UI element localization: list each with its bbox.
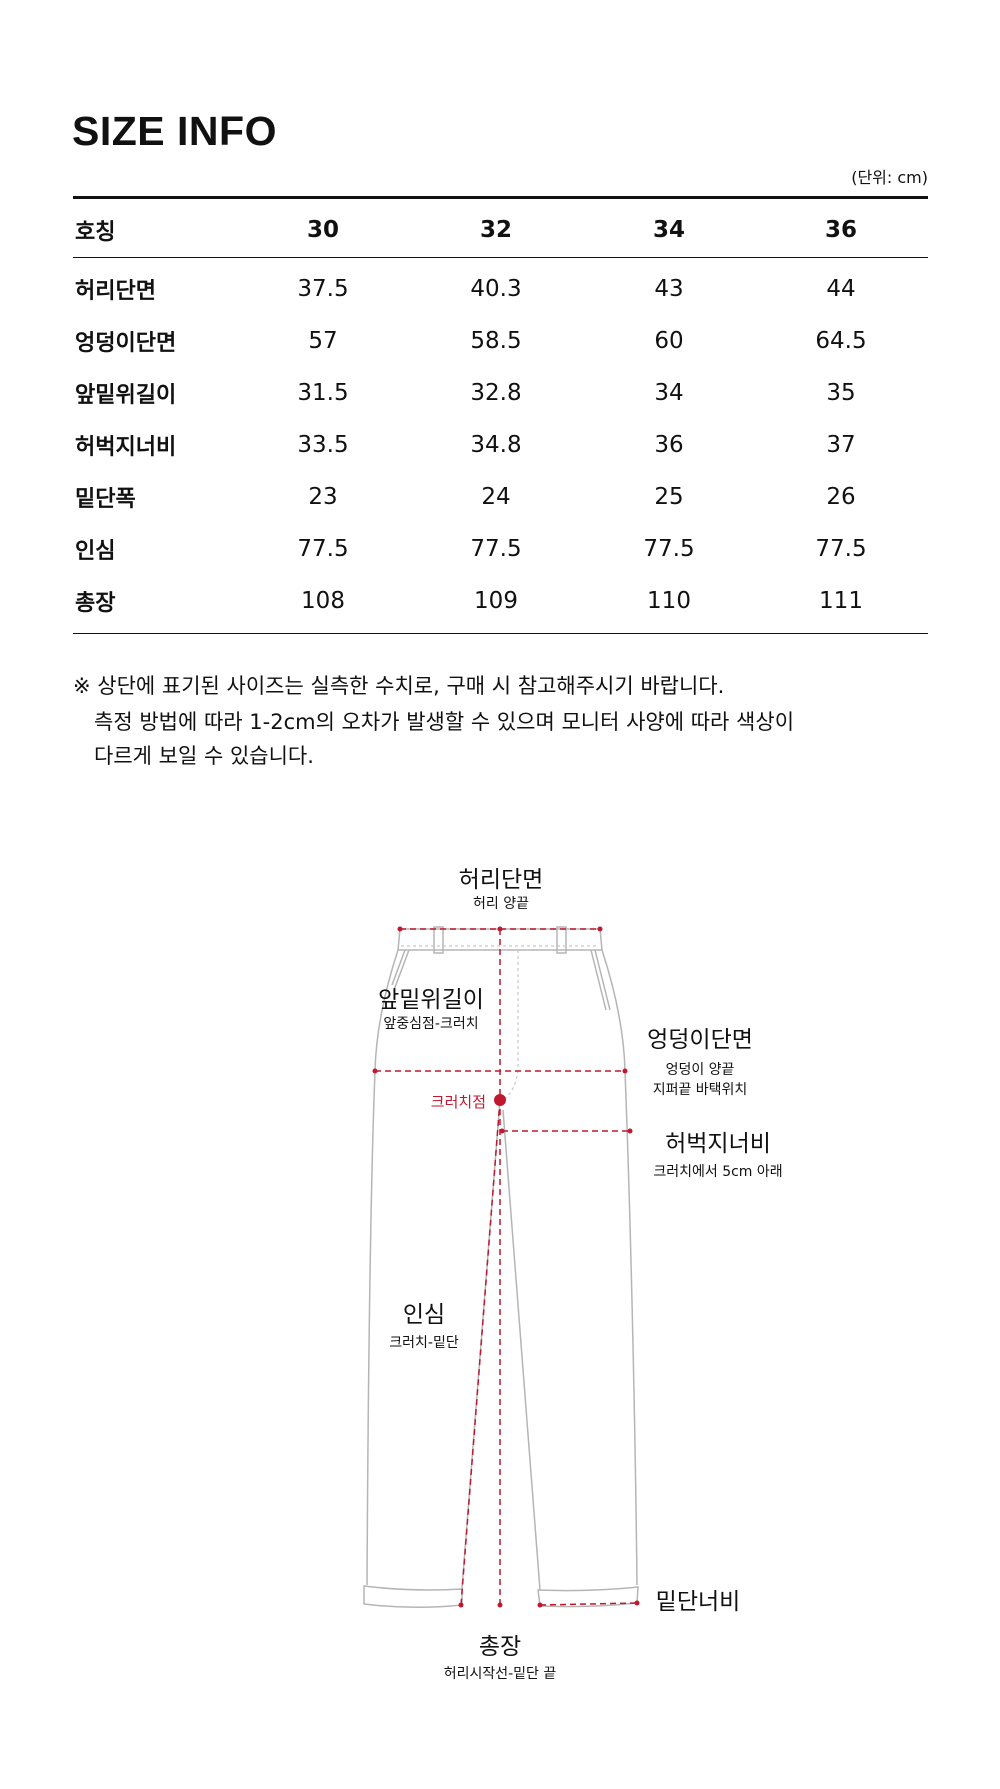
table-cell: 37: [826, 432, 856, 458]
table-cell: 35: [826, 380, 856, 406]
note-line-3: 다르게 보일 수 있습니다.: [94, 744, 314, 768]
label-waist-sub: 허리 양끝: [473, 896, 529, 912]
row-label: 총장: [75, 591, 116, 616]
table-cell: 24: [481, 484, 511, 510]
label-length: 총장 허리시작선-밑단 끝: [444, 1627, 557, 1684]
table-cell: 33.5: [297, 432, 349, 458]
label-rise-sub: 앞중심점-크러치: [383, 1016, 479, 1032]
label-hem: 밑단너비: [656, 1582, 741, 1616]
note-line-2: 측정 방법에 따라 1-2cm의 오차가 발생할 수 있으며 모니터 사양에 따…: [94, 710, 795, 734]
table-cell: 34: [654, 380, 684, 406]
table-row: 허리단면 37.5 40.3 43 44: [73, 269, 928, 309]
table-row: 밑단폭 23 24 25 26: [73, 477, 928, 517]
row-label: 밑단폭: [75, 487, 136, 512]
note-line-1: ※ 상단에 표기된 사이즈는 실측한 수치로, 구매 시 참고해주시기 바랍니다…: [73, 674, 725, 698]
measure-points: [372, 926, 640, 1608]
hem-measure-line: [539, 1602, 638, 1606]
label-crotch-point: 크러치점: [430, 1093, 486, 1111]
table-cell: 32.8: [470, 380, 522, 406]
crotch-point-marker: [494, 1094, 506, 1106]
label-waist: 허리단면 허리 양끝: [459, 860, 544, 914]
table-cell: 43: [654, 276, 684, 302]
size-header-cell: 36: [824, 217, 857, 243]
table-cell: 26: [826, 484, 856, 510]
table-cell: 25: [654, 484, 684, 510]
table-cell: 60: [654, 328, 684, 354]
row-label: 앞밑위길이: [75, 383, 177, 408]
size-header-cell: 34: [652, 217, 685, 243]
row-label: 허리단면: [75, 279, 156, 304]
label-length-title: 총장: [478, 1634, 522, 1660]
label-length-sub: 허리시작선-밑단 끝: [443, 1666, 557, 1682]
label-hem-title: 밑단너비: [655, 1589, 741, 1615]
table-top-rule: [73, 196, 928, 199]
table-cell: 37.5: [297, 276, 349, 302]
table-row: 엉덩이단면 57 58.5 60 64.5: [73, 321, 928, 361]
table-cell: 40.3: [470, 276, 522, 302]
label-rise: 앞밑위길이 앞중심점-크러치: [378, 980, 484, 1034]
label-hip: 엉덩이단면 엉덩이 양끝 지퍼끝 바택위치: [647, 1020, 753, 1100]
table-header-row: 호칭 30 32 34 36: [73, 210, 928, 250]
table-row: 허벅지너비 33.5 34.8 36 37: [73, 425, 928, 465]
label-inseam-sub: 크러치-밑단: [389, 1335, 459, 1351]
label-hip-sub1: 엉덩이 양끝: [665, 1062, 735, 1078]
table-cell: 36: [654, 432, 684, 458]
table-cell: 34.8: [470, 432, 522, 458]
table-cell: 110: [647, 588, 691, 614]
table-cell: 111: [819, 588, 863, 614]
table-cell: 57: [308, 328, 338, 354]
table-cell: 77.5: [643, 536, 695, 562]
table-cell: 108: [301, 588, 345, 614]
table-cell: 58.5: [470, 328, 522, 354]
label-rise-title: 앞밑위길이: [378, 987, 484, 1013]
unit-label: (단위: cm): [851, 168, 928, 187]
label-inseam: 인심 크러치-밑단: [389, 1295, 458, 1353]
header-label: 호칭: [75, 220, 116, 245]
label-hip-sub2: 지퍼끝 바택위치: [652, 1082, 748, 1098]
inseam-measure-line: [460, 1099, 501, 1606]
label-thigh: 허벅지너비 크러치에서 5cm 아래: [653, 1124, 782, 1182]
table-header-rule: [73, 257, 928, 258]
row-label: 인심: [75, 539, 116, 564]
label-waist-title: 허리단면: [458, 867, 544, 893]
table-cell: 77.5: [297, 536, 349, 562]
label-inseam-title: 인심: [402, 1302, 446, 1328]
table-cell: 64.5: [815, 328, 867, 354]
table-bottom-rule: [73, 633, 928, 634]
table-cell: 44: [826, 276, 856, 302]
table-row: 총장 108 109 110 111: [73, 581, 928, 621]
size-header-cell: 30: [306, 217, 339, 243]
table-cell: 23: [308, 484, 338, 510]
table-cell: 77.5: [815, 536, 867, 562]
table-cell: 77.5: [470, 536, 522, 562]
size-header-cell: 32: [479, 217, 512, 243]
label-hip-title: 엉덩이단면: [647, 1027, 753, 1053]
table-row: 앞밑위길이 31.5 32.8 34 35: [73, 373, 928, 413]
label-thigh-title: 허벅지너비: [665, 1131, 771, 1157]
table-row: 인심 77.5 77.5 77.5 77.5: [73, 529, 928, 569]
row-label: 허벅지너비: [75, 435, 177, 460]
table-cell: 109: [474, 588, 518, 614]
label-thigh-sub: 크러치에서 5cm 아래: [653, 1164, 783, 1180]
page-title: SIZE INFO: [72, 108, 277, 154]
row-label: 엉덩이단면: [75, 331, 177, 356]
table-cell: 31.5: [297, 380, 349, 406]
